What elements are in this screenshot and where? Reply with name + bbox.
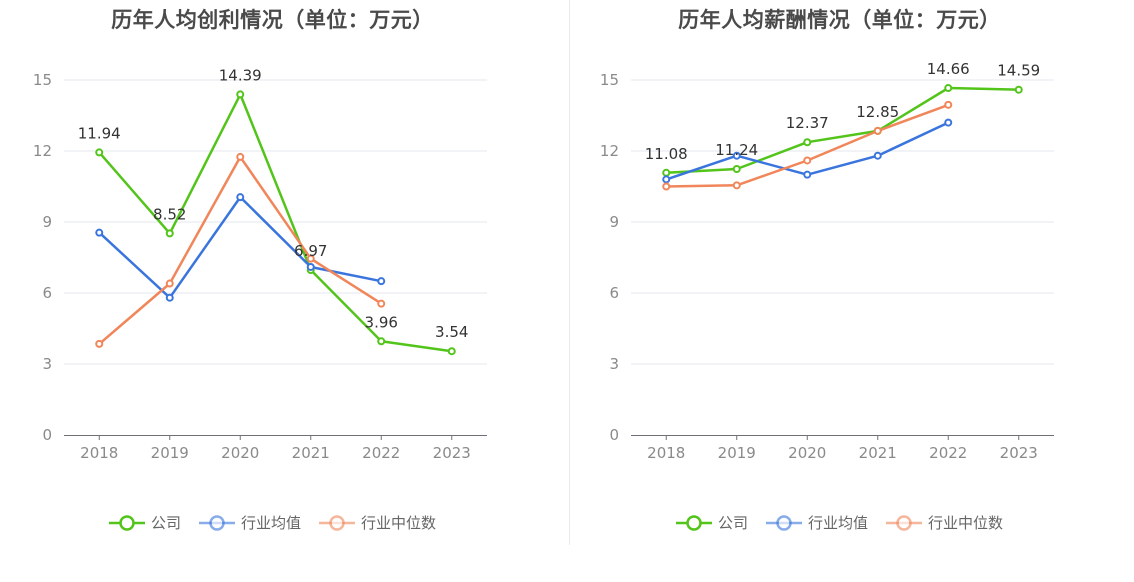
y-tick-label: 3: [42, 355, 52, 373]
data-point: [447, 347, 456, 356]
y-tick-label: 15: [33, 71, 52, 89]
panel-divider: [569, 0, 570, 545]
legend-label: 公司: [717, 514, 748, 532]
y-tick-label: 6: [42, 284, 52, 302]
data-point: [236, 152, 245, 161]
data-point: [732, 151, 741, 160]
x-tick-label: 2020: [788, 444, 826, 462]
data-point: [662, 168, 671, 177]
y-tick-label: 3: [609, 355, 619, 373]
data-point: [873, 151, 882, 160]
legend-line-circle-icon: [319, 514, 355, 531]
line-chart-salary: 0 3 6 9 12 15 2018 2019 2020 2021 2022 2023 11.08 11.…: [600, 60, 1054, 462]
data-point: [236, 193, 245, 202]
legend-item[interactable]: 行业均值: [198, 512, 301, 533]
y-tick-label: 9: [42, 213, 52, 231]
legend-line-circle-icon: [108, 514, 145, 531]
x-tick-label: 2019: [718, 444, 756, 462]
y-tick-label: 0: [42, 426, 52, 444]
data-point: [944, 118, 953, 127]
x-tick-label: 2022: [362, 444, 400, 462]
data-point: [306, 254, 315, 263]
data-point: [873, 126, 882, 135]
x-tick-label: 2018: [647, 444, 685, 462]
y-tick-label: 12: [600, 142, 619, 160]
data-label: 14.39: [219, 66, 262, 84]
data-point: [732, 181, 741, 190]
legend-item[interactable]: 行业中位数: [319, 512, 436, 533]
legend-label: 行业中位数: [928, 514, 1004, 532]
data-point: [732, 164, 741, 173]
data-label: 3.54: [435, 323, 468, 341]
legend-item[interactable]: 公司: [675, 512, 748, 533]
data-label: 11.08: [645, 145, 688, 163]
data-point: [95, 228, 104, 237]
series-line: [98, 155, 382, 345]
legend-item[interactable]: 公司: [108, 512, 181, 533]
y-tick-label: 12: [33, 142, 52, 160]
x-tick-label: 2018: [80, 444, 118, 462]
legend-label: 行业中位数: [361, 514, 437, 532]
y-tick-label: 15: [600, 71, 619, 89]
data-label: 8.52: [153, 205, 186, 223]
x-tick-label: 2020: [221, 444, 259, 462]
data-point: [165, 279, 174, 288]
data-point: [306, 262, 315, 271]
data-point: [95, 339, 104, 348]
data-point: [165, 229, 174, 238]
data-point: [662, 175, 671, 184]
data-point: [803, 138, 812, 147]
legend-label: 公司: [150, 514, 181, 532]
data-point: [803, 156, 812, 165]
x-tick-label: 2021: [859, 444, 897, 462]
series-line: [98, 93, 452, 353]
chart-panel-profit: 历年人均创利情况（单位：万元） 0 3 6 9 12 15 2018 2019 2020 2021…: [0, 8, 545, 533]
data-point: [944, 100, 953, 109]
legend-line-circle-icon: [675, 514, 712, 531]
chart-title: 历年人均薪酬情况（单位：万元）: [678, 8, 1001, 32]
chart-legend: 公司 行业均值 行业中位数: [567, 512, 1112, 533]
y-tick-label: 6: [609, 284, 619, 302]
data-point: [377, 299, 386, 308]
legend-item[interactable]: 行业均值: [765, 512, 868, 533]
data-label: 6.97: [294, 242, 327, 260]
chart-title: 历年人均创利情况（单位：万元）: [111, 8, 434, 32]
line-chart-profit: 0 3 6 9 12 15 2018 2019 2020 2021 2022 2023 11.94 8.5…: [33, 66, 487, 462]
x-tick-label: 2023: [433, 444, 471, 462]
legend-line-circle-icon: [198, 514, 235, 531]
data-point: [377, 277, 386, 286]
legend-line-circle-icon: [886, 514, 922, 531]
data-point: [377, 337, 386, 346]
x-tick-label: 2021: [292, 444, 330, 462]
legend-label: 行业均值: [240, 514, 301, 532]
series-line: [98, 195, 382, 299]
data-label: 11.94: [78, 124, 121, 142]
data-label: 3.96: [365, 313, 398, 331]
data-label: 14.59: [997, 62, 1040, 80]
data-point: [662, 182, 671, 191]
chart-panel-salary: 历年人均薪酬情况（单位：万元） 0 3 6 9 12 15 2018 2019 2020 2021…: [567, 0, 1134, 582]
data-point: [165, 293, 174, 302]
chart-legend: 公司 行业均值 行业中位数: [0, 512, 545, 533]
data-point: [803, 170, 812, 179]
x-tick-label: 2022: [929, 444, 967, 462]
data-point: [236, 90, 245, 99]
data-label: 12.37: [786, 114, 829, 132]
legend-line-circle-icon: [765, 514, 802, 531]
data-label: 14.66: [927, 60, 970, 78]
y-tick-label: 9: [609, 213, 619, 231]
data-label: 12.85: [856, 103, 899, 121]
data-label: 11.24: [715, 141, 758, 159]
x-tick-label: 2019: [151, 444, 189, 462]
data-point: [944, 84, 953, 93]
x-tick-label: 2023: [1000, 444, 1038, 462]
data-point: [95, 148, 104, 157]
series-line: [666, 86, 1019, 175]
legend-item[interactable]: 行业中位数: [886, 512, 1003, 533]
legend-label: 行业均值: [807, 514, 868, 532]
y-tick-label: 0: [609, 426, 619, 444]
data-point: [1014, 85, 1023, 94]
